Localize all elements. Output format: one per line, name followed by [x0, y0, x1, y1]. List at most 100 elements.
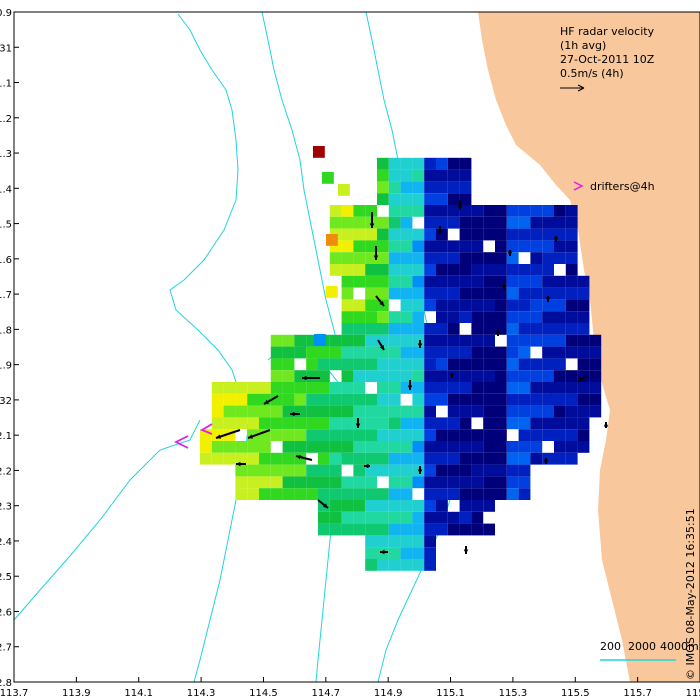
- velocity-cell: [400, 264, 413, 276]
- velocity-cell: [495, 382, 507, 394]
- velocity-cell: [518, 405, 531, 418]
- velocity-cell: [318, 452, 330, 465]
- velocity-cell: [483, 346, 495, 359]
- velocity-cell: [211, 429, 224, 441]
- velocity-cell: [495, 275, 507, 288]
- velocity-cell: [436, 346, 448, 359]
- velocity-cell: [565, 311, 578, 323]
- velocity-cell: [436, 287, 448, 300]
- velocity-cell: [554, 287, 566, 300]
- velocity-cell: [506, 311, 519, 323]
- velocity-arrow: [247, 429, 271, 439]
- velocity-cell: [270, 346, 283, 359]
- velocity-cell: [506, 275, 519, 288]
- velocity-cell: [436, 275, 448, 288]
- velocity-cell: [530, 417, 543, 430]
- velocity-cell: [542, 382, 554, 394]
- velocity-arrow: [507, 250, 513, 256]
- velocity-cell: [447, 252, 460, 264]
- x-tick-label: 113.7: [0, 688, 28, 699]
- velocity-cell: [459, 370, 472, 382]
- velocity-cell: [400, 275, 413, 288]
- legend-drifter-icon: [573, 181, 584, 191]
- x-tick-label: 115.1: [436, 688, 465, 699]
- velocity-cell: [377, 275, 389, 288]
- velocity-cell: [400, 559, 413, 571]
- velocity-cell: [471, 382, 484, 394]
- velocity-cell: [412, 358, 425, 371]
- velocity-cell: [483, 252, 495, 264]
- velocity-cell: [377, 287, 389, 300]
- velocity-cell: [270, 429, 283, 441]
- velocity-cell: [377, 559, 389, 571]
- velocity-cell: [506, 228, 519, 241]
- velocity-cell: [365, 228, 377, 241]
- velocity-cell: [495, 228, 507, 241]
- velocity-cell: [318, 346, 330, 359]
- velocity-cell: [400, 358, 413, 371]
- velocity-cell: [341, 476, 354, 489]
- velocity-cell: [282, 452, 295, 465]
- velocity-cell: [353, 523, 366, 536]
- velocity-cell: [270, 334, 283, 347]
- velocity-cell: [235, 488, 248, 500]
- velocity-cell: [471, 299, 484, 312]
- velocity-cell: [447, 287, 460, 300]
- velocity-cell: [518, 228, 531, 241]
- velocity-cell: [436, 441, 448, 453]
- velocity-cell: [506, 382, 519, 394]
- velocity-cell: [377, 358, 389, 371]
- velocity-cell: [530, 382, 543, 394]
- velocity-cell: [353, 488, 366, 500]
- velocity-cell: [483, 500, 495, 512]
- velocity-cell: [459, 358, 472, 371]
- velocity-cell: [554, 311, 566, 323]
- velocity-cell: [318, 441, 330, 453]
- velocity-cell: [306, 476, 318, 489]
- velocity-cell: [554, 240, 566, 253]
- velocity-cell: [424, 417, 436, 430]
- velocity-cell: [259, 452, 271, 465]
- velocity-cell: [495, 370, 507, 382]
- velocity-cell: [565, 405, 578, 418]
- velocity-cell: [365, 205, 377, 217]
- velocity-cell: [377, 429, 389, 441]
- velocity-cell: [483, 228, 495, 241]
- velocity-cell: [388, 535, 401, 548]
- velocity-cell: [565, 252, 578, 264]
- velocity-cell: [388, 405, 401, 418]
- velocity-arrow: [457, 200, 463, 210]
- velocity-cell: [329, 252, 342, 264]
- velocity-cell: [294, 393, 307, 406]
- velocity-cell: [447, 393, 460, 406]
- velocity-cell: [495, 240, 507, 253]
- velocity-arrow: [375, 295, 385, 307]
- velocity-cell: [400, 193, 413, 205]
- velocity-cell: [506, 452, 519, 465]
- velocity-cell: [436, 511, 448, 524]
- velocity-cell: [365, 452, 377, 465]
- velocity-cell: [235, 476, 248, 489]
- contour-deep: [13, 419, 201, 621]
- velocity-cell: [577, 287, 590, 300]
- velocity-cell: [424, 382, 436, 394]
- velocity-cell: [235, 382, 248, 394]
- velocity-cell: [577, 417, 590, 430]
- velocity-cell: [471, 429, 484, 441]
- velocity-cell: [518, 429, 531, 441]
- velocity-cell: [447, 275, 460, 288]
- velocity-cell: [424, 523, 436, 536]
- velocity-cell: [412, 346, 425, 359]
- velocity-cell: [424, 559, 436, 571]
- velocity-cell: [518, 287, 531, 300]
- velocity-cell: [495, 205, 507, 217]
- velocity-cell: [577, 429, 590, 441]
- velocity-cell: [400, 547, 413, 559]
- velocity-cell: [412, 476, 425, 489]
- velocity-cell: [211, 393, 224, 406]
- velocity-cell: [495, 452, 507, 465]
- velocity-cell: [554, 334, 566, 347]
- velocity-arrow: [364, 463, 370, 469]
- velocity-cell: [400, 216, 413, 229]
- velocity-cell: [388, 275, 401, 288]
